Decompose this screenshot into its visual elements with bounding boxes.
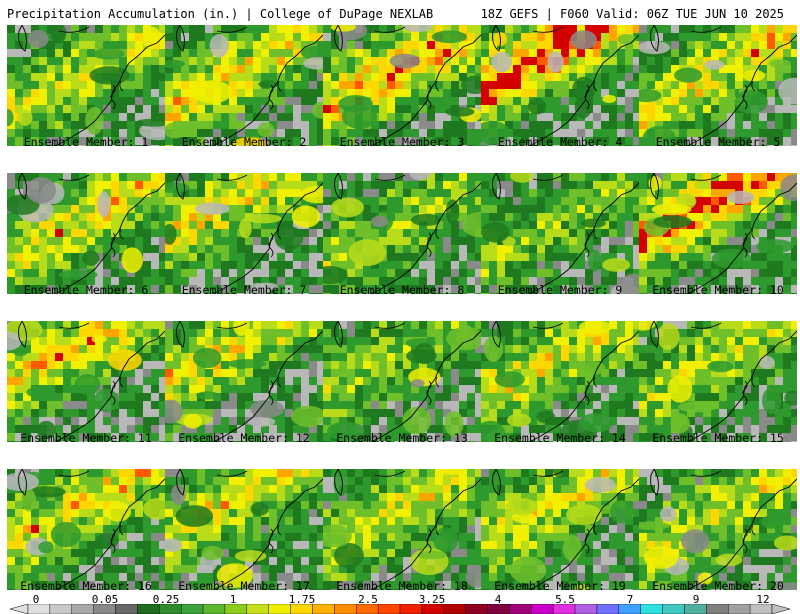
precipitation-map [323,173,481,294]
ensemble-panel: Ensemble Member: 1 [7,25,165,170]
precipitation-map [7,173,165,294]
colorbar-swatch [116,604,138,614]
ensemble-member-label: Ensemble Member: 7 [165,283,323,297]
colorbar-swatch [684,604,706,614]
colorbar-swatch [553,604,575,614]
colorbar-swatch [509,604,531,614]
colorbar-arrow-low [10,604,28,614]
ensemble-member-label: Ensemble Member: 18 [323,579,481,593]
precipitation-map [165,469,323,590]
colorbar-scale [10,604,790,614]
colorbar-swatch [706,604,728,614]
ensemble-panel: Ensemble Member: 20 [639,469,797,614]
colorbar-swatch [488,604,510,614]
ensemble-panel: Ensemble Member: 15 [639,321,797,466]
run-valid-time: 18Z GEFS | F060 Valid: 06Z TUE JUN 10 20… [481,7,784,21]
map-title: Precipitation Accumulation (in.) | Colle… [7,7,433,21]
colorbar-swatch [466,604,488,614]
colorbar-swatch [597,604,619,614]
ensemble-member-label: Ensemble Member: 15 [639,431,797,445]
colorbar-swatch [181,604,203,614]
colorbar-swatch [312,604,334,614]
ensemble-panel: Ensemble Member: 18 [323,469,481,614]
ensemble-member-label: Ensemble Member: 16 [7,579,165,593]
colorbar-swatch [50,604,72,614]
ensemble-member-label: Ensemble Member: 2 [165,135,323,149]
precipitation-map [639,321,797,442]
colorbar-swatch [619,604,641,614]
ensemble-member-label: Ensemble Member: 17 [165,579,323,593]
ensemble-member-label: Ensemble Member: 5 [639,135,797,149]
colorbar-swatch [531,604,553,614]
colorbar-swatch [94,604,116,614]
colorbar-swatch [291,604,313,614]
ensemble-member-label: Ensemble Member: 14 [481,431,639,445]
ensemble-panel: Ensemble Member: 4 [481,25,639,170]
ensemble-panel: Ensemble Member: 12 [165,321,323,466]
colorbar-swatch [641,604,663,614]
precipitation-map [639,25,797,146]
colorbar-swatch [137,604,159,614]
ensemble-member-label: Ensemble Member: 6 [7,283,165,297]
precipitation-map [323,25,481,146]
precipitation-map [7,469,165,590]
precipitation-map [7,25,165,146]
precipitation-map [323,469,481,590]
ensemble-panel: Ensemble Member: 13 [323,321,481,466]
colorbar-swatch [663,604,685,614]
colorbar-swatch [334,604,356,614]
ensemble-member-label: Ensemble Member: 13 [323,431,481,445]
header: Precipitation Accumulation (in.) | Colle… [0,0,800,24]
ensemble-member-label: Ensemble Member: 4 [481,135,639,149]
colorbar-swatch [750,604,772,614]
ensemble-member-label: Ensemble Member: 9 [481,283,639,297]
ensemble-panel: Ensemble Member: 3 [323,25,481,170]
colorbar-swatch [269,604,291,614]
colorbar-swatch [422,604,444,614]
ensemble-member-label: Ensemble Member: 10 [639,283,797,297]
colorbar-arrow-high [772,604,790,614]
colorbar-swatch [247,604,269,614]
ensemble-member-label: Ensemble Member: 11 [7,431,165,445]
ensemble-panel: Ensemble Member: 5 [639,25,797,170]
ensemble-panel: Ensemble Member: 16 [7,469,165,614]
colorbar-swatch [225,604,247,614]
ensemble-panel: Ensemble Member: 14 [481,321,639,466]
precipitation-map [323,321,481,442]
precipitation-map [481,469,639,590]
ensemble-member-label: Ensemble Member: 19 [481,579,639,593]
ensemble-member-label: Ensemble Member: 8 [323,283,481,297]
colorbar-swatch [72,604,94,614]
precipitation-map [639,173,797,294]
ensemble-member-label: Ensemble Member: 1 [7,135,165,149]
colorbar-swatch [28,604,50,614]
ensemble-panel: Ensemble Member: 2 [165,25,323,170]
precipitation-map [639,469,797,590]
colorbar-swatch [356,604,378,614]
precipitation-map [481,321,639,442]
precipitation-map [481,173,639,294]
colorbar-swatch [728,604,750,614]
colorbar-swatch [378,604,400,614]
ensemble-member-label: Ensemble Member: 3 [323,135,481,149]
precipitation-map [165,173,323,294]
precipitation-map [7,321,165,442]
ensemble-member-label: Ensemble Member: 12 [165,431,323,445]
colorbar-swatch [159,604,181,614]
precipitation-map [165,25,323,146]
colorbar-swatch [203,604,225,614]
ensemble-member-label: Ensemble Member: 20 [639,579,797,593]
colorbar-swatch [575,604,597,614]
colorbar-swatch [400,604,422,614]
ensemble-panel: Ensemble Member: 11 [7,321,165,466]
precipitation-map [165,321,323,442]
colorbar-swatch [444,604,466,614]
precipitation-map [481,25,639,146]
